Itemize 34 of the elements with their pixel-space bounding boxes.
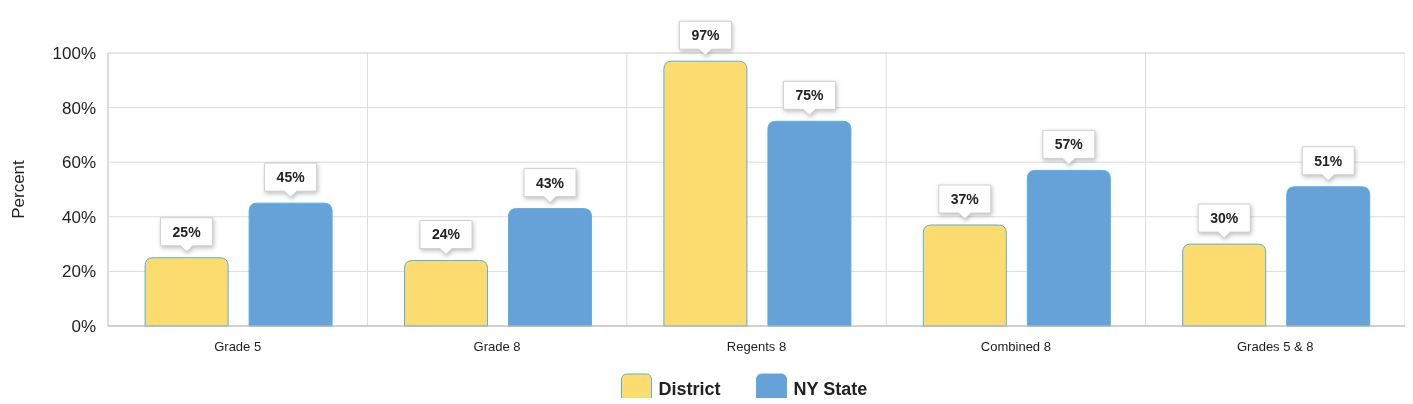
x-tick-label: Grades 5 & 8 [1237, 339, 1314, 354]
bar [1286, 186, 1371, 327]
y-tick-label: 40% [61, 207, 96, 227]
x-tick-label: Grade 5 [214, 339, 262, 354]
x-tick-label: Regents 8 [726, 339, 787, 354]
y-axis-title: Percent [9, 159, 28, 219]
y-tick-label: 80% [61, 98, 96, 118]
data-label: 51% [1314, 152, 1343, 169]
data-label: 43% [536, 174, 565, 191]
data-label: 25% [172, 223, 202, 240]
legend-label: District [658, 379, 721, 400]
data-label: 75% [795, 87, 824, 104]
x-tick-label: Combined 8 [980, 339, 1051, 354]
y-tick-label: 0% [71, 316, 96, 336]
data-label: 57% [1054, 136, 1084, 153]
y-tick-label: 100% [52, 43, 96, 63]
data-label: 97% [691, 27, 720, 44]
data-label: 24% [431, 226, 461, 243]
data-label: 37% [950, 190, 980, 207]
data-label: 30% [1210, 210, 1239, 227]
bar [1026, 169, 1111, 327]
legend-label: NY State [793, 379, 868, 400]
data-label: 45% [276, 169, 306, 186]
bar [508, 208, 593, 327]
bar [248, 202, 333, 327]
y-tick-label: 20% [61, 262, 96, 282]
bar [1182, 243, 1267, 327]
bar [403, 259, 488, 327]
bar [144, 257, 229, 327]
bar [663, 60, 748, 327]
bar [767, 120, 852, 327]
bar [922, 224, 1007, 327]
x-tick-label: Grade 8 [473, 339, 521, 354]
y-tick-label: 60% [61, 153, 96, 173]
